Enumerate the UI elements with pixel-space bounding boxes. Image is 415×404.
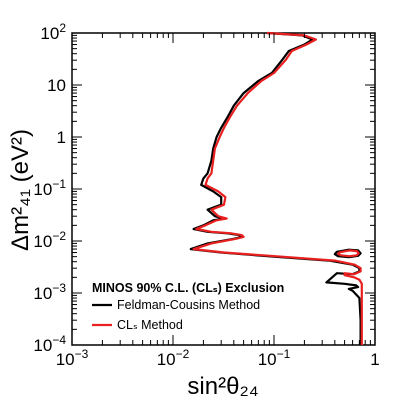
y-tick-label: 10−2 xyxy=(33,229,66,251)
y-tick-label: 10−4 xyxy=(33,333,66,355)
y-tick-label: 1 xyxy=(57,128,66,147)
series-curve-1 xyxy=(192,31,363,345)
legend: MINOS 90% C.L. (CLₛ) Exclusion Feldman-C… xyxy=(92,281,284,332)
y-tick-labels: 10−4 10−3 10−2 10−1 1 10 102 xyxy=(33,21,66,355)
y-tick-label: 10−1 xyxy=(33,177,66,199)
x-tick-labels: 10−3 10−2 10−1 1 xyxy=(56,347,380,369)
x-tick-label: 10−3 xyxy=(56,347,89,369)
x-tick-label: 10−2 xyxy=(157,347,190,369)
series-curve-3 xyxy=(336,249,360,258)
legend-label-cls: CLₛ Method xyxy=(117,318,183,332)
x-tick-label: 10−1 xyxy=(258,347,291,369)
y-tick-label: 102 xyxy=(40,21,66,43)
y-tick-label: 10 xyxy=(47,76,66,95)
legend-label-feldman-cousins: Feldman-Cousins Method xyxy=(117,298,260,312)
y-tick-label: 10−3 xyxy=(33,281,66,303)
x-axis-label: sin²θ₂₄ xyxy=(187,373,258,400)
x-tick-label: 1 xyxy=(370,350,379,369)
y-axis-label: Δm²₄₁ (eV²) xyxy=(7,129,34,251)
ticks-layer xyxy=(71,32,376,346)
legend-title: MINOS 90% C.L. (CLₛ) Exclusion xyxy=(92,281,284,295)
curves-layer xyxy=(189,31,363,345)
